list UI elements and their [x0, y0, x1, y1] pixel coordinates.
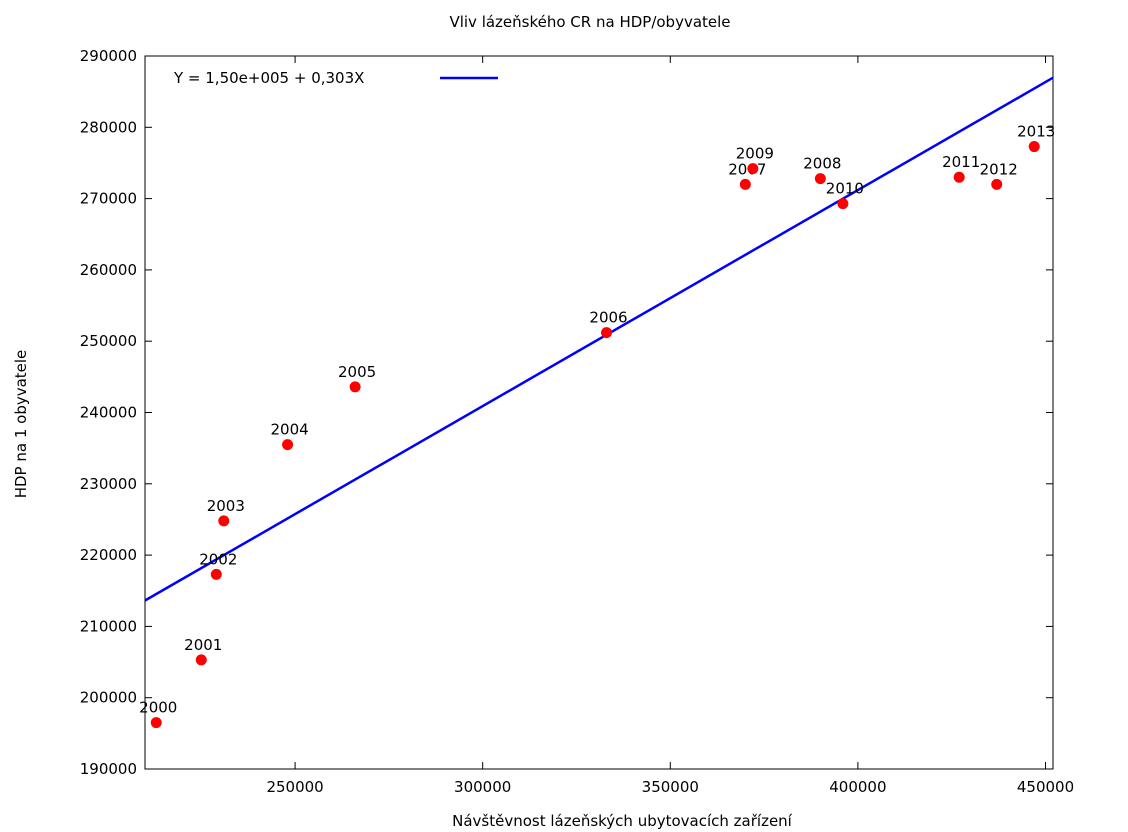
- y-tick-label: 250000: [80, 332, 137, 350]
- point-label: 2001: [184, 636, 222, 654]
- point-label: 2011: [942, 153, 980, 171]
- y-tick-label: 210000: [80, 617, 137, 635]
- y-tick-label: 260000: [80, 261, 137, 279]
- y-tick-label: 240000: [80, 404, 137, 422]
- point-label: 2008: [803, 155, 841, 173]
- point-label: 2003: [207, 497, 245, 515]
- y-tick-label: 200000: [80, 689, 137, 707]
- legend-fit-label: Y = 1,50e+005 + 0,303X: [173, 69, 364, 87]
- x-axis-label: Návštěvnost lázeňských ubytovacích zaříz…: [452, 812, 793, 830]
- point-label: 2004: [270, 421, 308, 439]
- data-point: [210, 568, 222, 580]
- x-tick-label: 250000: [266, 778, 323, 796]
- y-tick-label: 220000: [80, 546, 137, 564]
- data-points: 2000 2001 2002 2003 2004 2005 2006 2007 2008 2009…: [139, 123, 1055, 729]
- y-tick-label: 230000: [80, 475, 137, 493]
- data-point: [739, 178, 751, 190]
- data-point: [747, 163, 759, 175]
- point-label: 2010: [826, 180, 864, 198]
- data-point: [601, 327, 613, 339]
- chart-title: Vliv lázeňského CR na HDP/obyvatele: [449, 13, 730, 31]
- point-label: 2006: [589, 309, 627, 327]
- y-tick-label: 270000: [80, 190, 137, 208]
- x-axis-ticks: 250000 300000 350000 400000 450000: [266, 56, 1074, 796]
- data-point: [953, 171, 965, 183]
- x-tick-label: 350000: [642, 778, 699, 796]
- y-tick-label: 190000: [80, 760, 137, 778]
- x-tick-label: 300000: [454, 778, 511, 796]
- y-axis-label: HDP na 1 obyvatele: [12, 350, 30, 499]
- data-point: [282, 439, 294, 451]
- point-label: 2000: [139, 699, 177, 717]
- y-axis-ticks: 190000 200000 210000 220000 230000 240000 2500…: [80, 47, 1053, 778]
- data-point: [991, 178, 1003, 190]
- point-label: 2009: [736, 145, 774, 163]
- regression-layer: [144, 76, 1054, 602]
- point-label: 2013: [1017, 123, 1055, 141]
- point-label: 2005: [338, 363, 376, 381]
- data-point: [349, 381, 361, 393]
- data-point: [1028, 141, 1040, 153]
- x-tick-label: 450000: [1017, 778, 1074, 796]
- legend: Y = 1,50e+005 + 0,303X: [173, 69, 498, 87]
- y-tick-label: 290000: [80, 47, 137, 65]
- point-label: 2012: [980, 160, 1018, 178]
- point-label: 2007: [728, 160, 766, 178]
- data-point: [218, 515, 230, 527]
- data-point: [837, 198, 849, 210]
- x-tick-label: 400000: [829, 778, 886, 796]
- data-point: [814, 173, 826, 185]
- data-point: [195, 654, 207, 666]
- y-tick-label: 280000: [80, 118, 137, 136]
- data-point: [150, 717, 162, 729]
- regression-line: [144, 76, 1054, 602]
- plot-area-frame: [144, 55, 1054, 770]
- point-label: 2002: [199, 550, 237, 568]
